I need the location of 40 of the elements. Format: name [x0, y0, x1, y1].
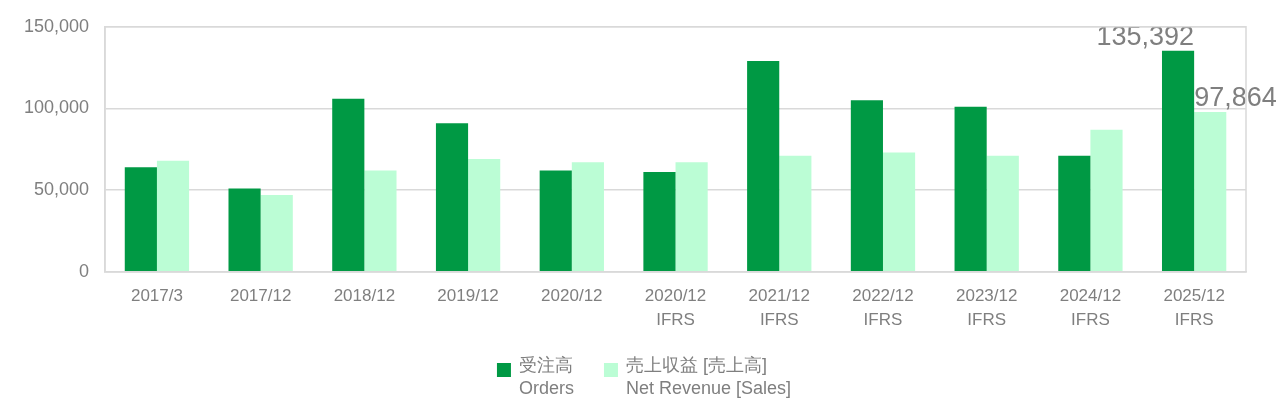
- y-tick-label: 0: [79, 260, 90, 281]
- bar: [332, 98, 365, 271]
- x-tick-label: 2017/12: [229, 285, 292, 305]
- x-tick-label: 2022/12 IFRS: [852, 285, 914, 330]
- bar: [468, 159, 501, 271]
- x-tick-label: 2017/3: [130, 285, 183, 305]
- y-tick-label: 100,000: [23, 97, 90, 118]
- bar: [571, 162, 604, 271]
- bar: [675, 162, 708, 271]
- bar: [124, 167, 157, 271]
- legend-label: 受注高 Orders: [518, 354, 574, 398]
- bar: [1058, 155, 1091, 271]
- bar: [954, 106, 987, 271]
- bar: [747, 61, 780, 271]
- legend-label: 売上収益 [売上高] Net Revenue [Sales]: [625, 354, 792, 398]
- x-tick-label: 2024/12 IFRS: [1059, 285, 1122, 330]
- x-tick-label: 2018/12: [333, 285, 396, 305]
- bar: [435, 123, 469, 271]
- data-label: 97,864: [1194, 81, 1277, 112]
- bar: [364, 170, 397, 271]
- bar: [156, 160, 190, 271]
- x-tick-label: 2023/12 IFRS: [955, 285, 1018, 330]
- bar: [1090, 129, 1123, 271]
- y-tick-label: 50,000: [34, 179, 90, 200]
- x-tick-label: 2019/12: [437, 285, 499, 305]
- x-tick-label: 2025/12 IFRS: [1163, 285, 1225, 330]
- bar: [986, 155, 1019, 271]
- bar: [643, 172, 676, 271]
- bar: [882, 152, 916, 271]
- bar: [1161, 50, 1195, 271]
- bar: [228, 188, 261, 271]
- bar: [539, 170, 572, 271]
- bar: [779, 155, 812, 271]
- bar: [850, 100, 883, 271]
- bar: [260, 194, 293, 271]
- x-tick-label: 2021/12 IFRS: [748, 285, 810, 330]
- x-tick-label: 2020/12: [541, 285, 603, 305]
- y-tick-label: 150,000: [23, 15, 90, 36]
- bar: [1194, 111, 1227, 271]
- x-tick-label: 2020/12 IFRS: [644, 285, 707, 330]
